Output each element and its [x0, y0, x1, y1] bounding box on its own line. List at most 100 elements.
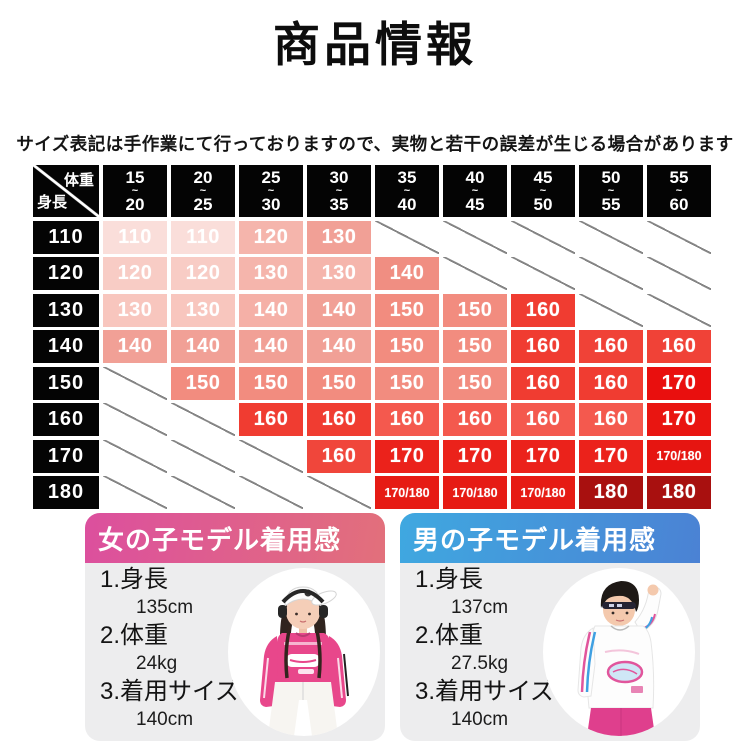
- size-chart-table: 体重 身長 15 ~20 20 ~25 25 ~30 30 ~35 35 ~40 40 ~45 45 ~5…: [33, 165, 711, 509]
- weight-column-header: 50 ~55: [579, 165, 643, 217]
- table-corner-cell: 体重 身長: [33, 165, 99, 217]
- height-row-header: 170: [33, 439, 99, 473]
- height-row-header: 130: [33, 293, 99, 327]
- size-cell: 120: [239, 220, 303, 254]
- size-cell: 150: [307, 366, 371, 400]
- spec-value-weight: 24kg: [136, 653, 178, 674]
- height-row-header: 180: [33, 476, 99, 509]
- size-cell: 160: [307, 439, 371, 473]
- size-cell: 140: [103, 330, 167, 363]
- empty-size-cell: [103, 439, 167, 473]
- size-cell: 170/180: [375, 476, 439, 509]
- size-cell: 130: [239, 257, 303, 290]
- empty-size-cell: [171, 403, 235, 436]
- weight-column-header: 20 ~25: [171, 165, 235, 217]
- spec-value-size: 140cm: [136, 709, 194, 730]
- weight-column-header: 15 ~20: [103, 165, 167, 217]
- size-cell: 150: [375, 293, 439, 327]
- spec-item: 3.着用サイズ 140cm: [100, 676, 239, 732]
- spec-label-weight: 2.体重: [100, 622, 169, 649]
- size-cell: 160: [579, 330, 643, 363]
- size-cell: 140: [239, 330, 303, 363]
- empty-size-cell: [103, 403, 167, 436]
- empty-size-cell: [171, 476, 235, 509]
- size-cell: 150: [239, 366, 303, 400]
- empty-size-cell: [375, 220, 439, 254]
- size-cell: 140: [239, 293, 303, 327]
- size-cell: 140: [375, 257, 439, 290]
- size-cell: 160: [511, 403, 575, 436]
- girl-panel-body: 1.身長 135cm 2.体重 24kg 3.着用サイズ 140cm: [85, 563, 385, 741]
- spec-value-weight: 27.5kg: [451, 653, 509, 674]
- size-cell: 160: [375, 403, 439, 436]
- boy-specs-list: 1.身長 137cm 2.体重 27.5kg 3.着用サイズ 140cm: [415, 564, 554, 732]
- size-cell: 160: [511, 293, 575, 327]
- empty-size-cell: [647, 293, 711, 327]
- size-cell: 170: [511, 439, 575, 473]
- empty-size-cell: [443, 257, 507, 290]
- spec-item: 1.身長 137cm: [415, 564, 554, 620]
- size-cell: 140: [307, 293, 371, 327]
- size-cell: 180: [647, 476, 711, 509]
- size-cell: 160: [579, 366, 643, 400]
- spec-value-height: 135cm: [136, 597, 194, 618]
- size-cell: 140: [171, 330, 235, 363]
- size-cell: 150: [443, 330, 507, 363]
- size-cell: 130: [103, 293, 167, 327]
- spec-label-height: 1.身長: [100, 566, 169, 593]
- spec-value-height: 137cm: [451, 597, 509, 618]
- empty-size-cell: [579, 220, 643, 254]
- size-cell: 140: [307, 330, 371, 363]
- size-cell: 110: [171, 220, 235, 254]
- boy-panel-header: 男の子モデル着用感: [400, 513, 700, 563]
- size-cell: 150: [443, 293, 507, 327]
- empty-size-cell: [103, 366, 167, 400]
- girl-specs-list: 1.身長 135cm 2.体重 24kg 3.着用サイズ 140cm: [100, 564, 239, 732]
- size-cell: 170/180: [511, 476, 575, 509]
- spec-value-size: 140cm: [451, 709, 509, 730]
- empty-size-cell: [647, 220, 711, 254]
- empty-size-cell: [579, 257, 643, 290]
- size-cell: 130: [171, 293, 235, 327]
- empty-size-cell: [103, 476, 167, 509]
- size-cell: 150: [375, 366, 439, 400]
- size-cell: 120: [171, 257, 235, 290]
- spec-label-size: 3.着用サイズ: [100, 678, 240, 705]
- height-row-header: 110: [33, 220, 99, 254]
- height-row-header: 120: [33, 257, 99, 290]
- size-cell: 170: [647, 366, 711, 400]
- size-cell: 150: [443, 366, 507, 400]
- weight-column-header: 45 ~50: [511, 165, 575, 217]
- size-cell: 160: [511, 330, 575, 363]
- boy-model-panel: 男の子モデル着用感 1.身長 137cm 2.体重 27.5kg 3.着用サイズ…: [400, 513, 700, 741]
- boy-panel-body: 1.身長 137cm 2.体重 27.5kg 3.着用サイズ 140cm: [400, 563, 700, 741]
- size-cell: 170/180: [647, 439, 711, 473]
- size-cell: 150: [171, 366, 235, 400]
- size-cell: 110: [103, 220, 167, 254]
- boy-model-photo: [543, 568, 695, 736]
- size-cell: 130: [307, 257, 371, 290]
- empty-size-cell: [511, 220, 575, 254]
- weight-column-header: 35 ~40: [375, 165, 439, 217]
- size-cell: 170: [443, 439, 507, 473]
- spec-item: 3.着用サイズ 140cm: [415, 676, 554, 732]
- size-cell: 160: [443, 403, 507, 436]
- size-cell: 160: [579, 403, 643, 436]
- size-cell: 130: [307, 220, 371, 254]
- height-row-header: 160: [33, 403, 99, 436]
- spec-item: 2.体重 27.5kg: [415, 620, 554, 676]
- size-cell: 170: [647, 403, 711, 436]
- size-cell: 160: [239, 403, 303, 436]
- spec-label-weight: 2.体重: [415, 622, 484, 649]
- size-cell: 160: [307, 403, 371, 436]
- height-row-header: 150: [33, 366, 99, 400]
- empty-size-cell: [647, 257, 711, 290]
- page-title: 商品情報: [273, 20, 477, 72]
- spec-item: 2.体重 24kg: [100, 620, 239, 676]
- spec-label-size: 3.着用サイズ: [415, 678, 555, 705]
- spec-item: 1.身長 135cm: [100, 564, 239, 620]
- size-cell: 150: [375, 330, 439, 363]
- weight-axis-label: 体重: [63, 172, 94, 189]
- weight-column-header: 40 ~45: [443, 165, 507, 217]
